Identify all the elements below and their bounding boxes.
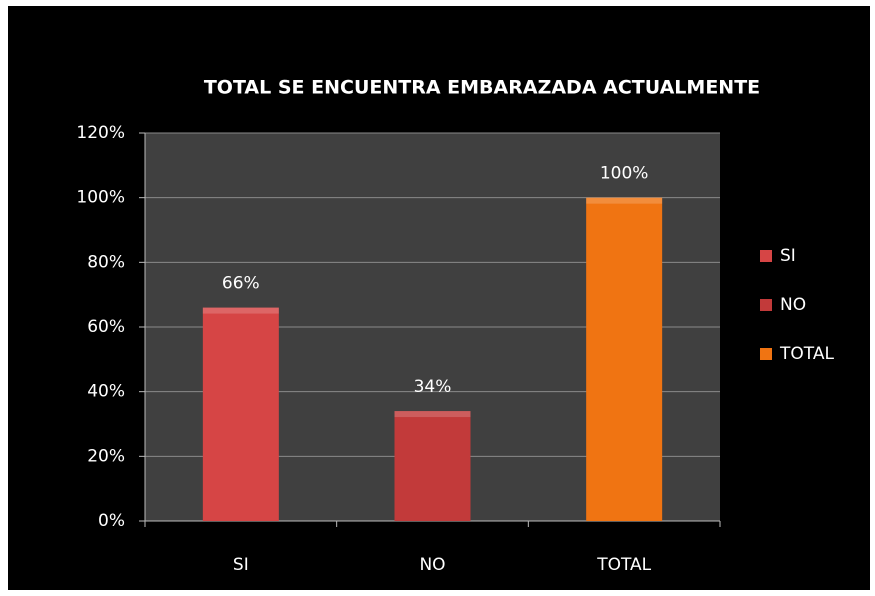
legend-swatch	[760, 250, 772, 262]
bar-highlight	[394, 411, 471, 418]
legend-swatch	[760, 299, 772, 311]
y-tick-label: 40%	[87, 382, 125, 402]
y-tick-label: 20%	[87, 446, 125, 466]
bar	[202, 307, 279, 521]
chart-title: TOTAL SE ENCUENTRA EMBARAZADA ACTUALMENT…	[204, 77, 760, 99]
value-label: 100%	[600, 164, 649, 184]
y-tick-label: 0%	[98, 511, 125, 531]
bar-highlight	[586, 197, 663, 204]
legend-label: SI	[780, 246, 796, 266]
bar-highlight	[202, 307, 279, 314]
bar	[586, 197, 663, 521]
legend-swatch	[760, 348, 772, 360]
legend-label: NO	[780, 295, 806, 315]
y-tick-label: 80%	[87, 252, 125, 272]
y-tick-label: 60%	[87, 317, 125, 337]
x-tick-label: NO	[419, 555, 445, 575]
legend-label: TOTAL	[779, 344, 834, 364]
x-tick-label: TOTAL	[596, 555, 651, 575]
x-tick-label: SI	[233, 555, 249, 575]
y-tick-label: 100%	[76, 188, 125, 208]
y-tick-label: 120%	[76, 123, 125, 143]
bar	[394, 411, 471, 521]
value-label: 66%	[222, 274, 260, 294]
value-label: 34%	[414, 377, 452, 397]
